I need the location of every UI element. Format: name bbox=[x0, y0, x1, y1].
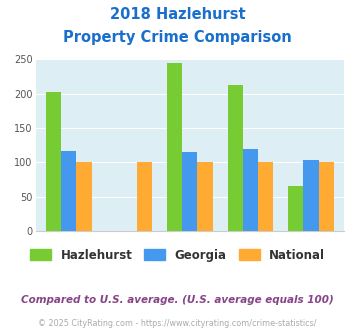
Bar bbox=[304, 160, 319, 231]
Bar bbox=[76, 162, 92, 231]
Bar bbox=[46, 92, 61, 231]
Bar bbox=[288, 186, 304, 231]
Bar bbox=[228, 85, 243, 231]
Bar bbox=[167, 63, 182, 231]
Legend: Hazlehurst, Georgia, National: Hazlehurst, Georgia, National bbox=[25, 244, 330, 266]
Text: Property Crime Comparison: Property Crime Comparison bbox=[63, 30, 292, 45]
Bar bbox=[258, 162, 273, 231]
Bar bbox=[197, 162, 213, 231]
Text: © 2025 CityRating.com - https://www.cityrating.com/crime-statistics/: © 2025 CityRating.com - https://www.city… bbox=[38, 319, 317, 328]
Bar bbox=[319, 162, 334, 231]
Bar bbox=[182, 152, 197, 231]
Text: Compared to U.S. average. (U.S. average equals 100): Compared to U.S. average. (U.S. average … bbox=[21, 295, 334, 305]
Bar bbox=[137, 162, 152, 231]
Text: 2018 Hazlehurst: 2018 Hazlehurst bbox=[110, 7, 245, 21]
Bar bbox=[61, 151, 76, 231]
Bar bbox=[243, 148, 258, 231]
